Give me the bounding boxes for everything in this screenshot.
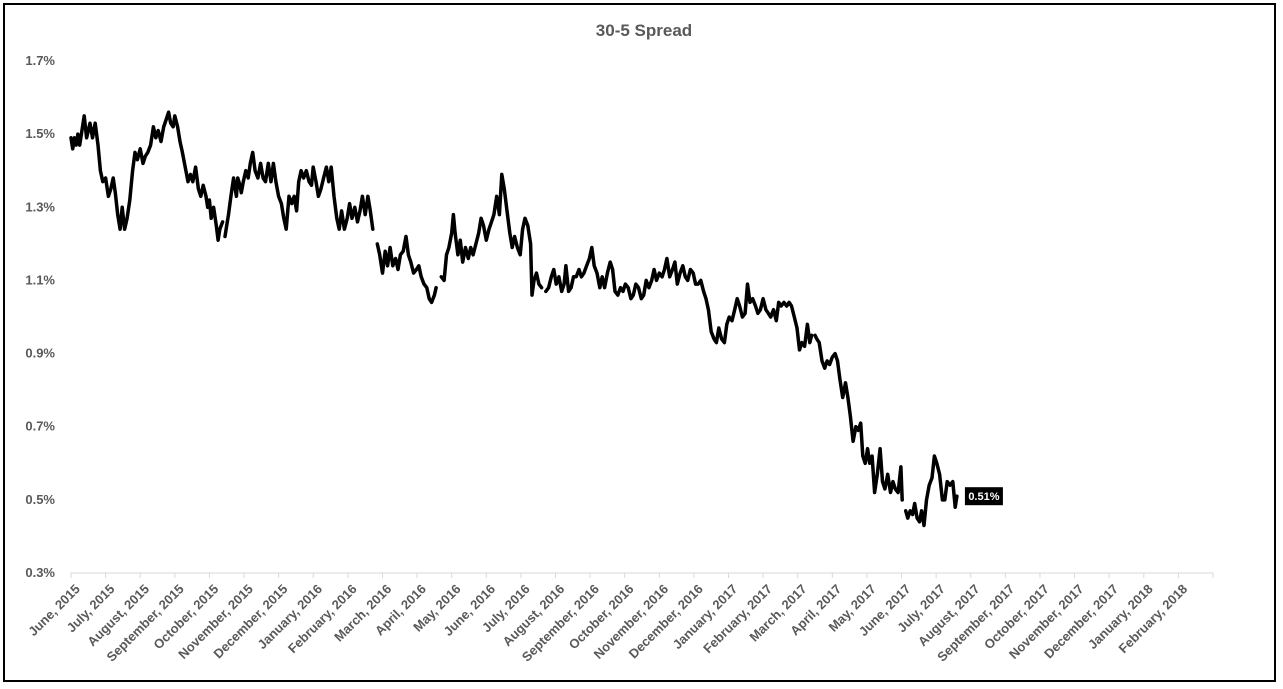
series-line-segment	[69, 110, 225, 242]
y-tick-label: 0.9%	[25, 346, 55, 361]
chart-frame: 30-5 Spread 0.3% 0.5% 0.7% 0.9% 1.1% 1.3% 1.5%…	[3, 3, 1276, 682]
y-axis: 0.3% 0.5% 0.7% 0.9% 1.1% 1.3% 1.5% 1.7%	[25, 53, 55, 580]
y-tick-label: 1.1%	[25, 272, 55, 287]
series-line-segment	[544, 245, 814, 352]
y-tick-label: 1.3%	[25, 199, 55, 214]
end-value-badge-box	[964, 487, 1003, 506]
y-tick-label: 1.7%	[25, 53, 55, 68]
chart-title: 30-5 Spread	[596, 21, 692, 40]
y-tick-label: 1.5%	[25, 126, 55, 141]
plot-area	[69, 110, 959, 528]
series-line-segment	[375, 234, 438, 305]
end-value-label: 0.51%	[968, 491, 999, 503]
series-line-segment	[903, 454, 959, 528]
series-line-segment	[439, 172, 544, 297]
series-line-segment	[813, 333, 904, 502]
y-tick-label: 0.7%	[25, 419, 55, 434]
end-value-badge: 0.51%	[964, 487, 1003, 506]
line-chart: 30-5 Spread 0.3% 0.5% 0.7% 0.9% 1.1% 1.3% 1.5%…	[25, 21, 1214, 664]
y-tick-label: 0.5%	[25, 492, 55, 507]
series-line-segment	[223, 150, 375, 239]
y-tick-label: 0.3%	[25, 565, 55, 580]
